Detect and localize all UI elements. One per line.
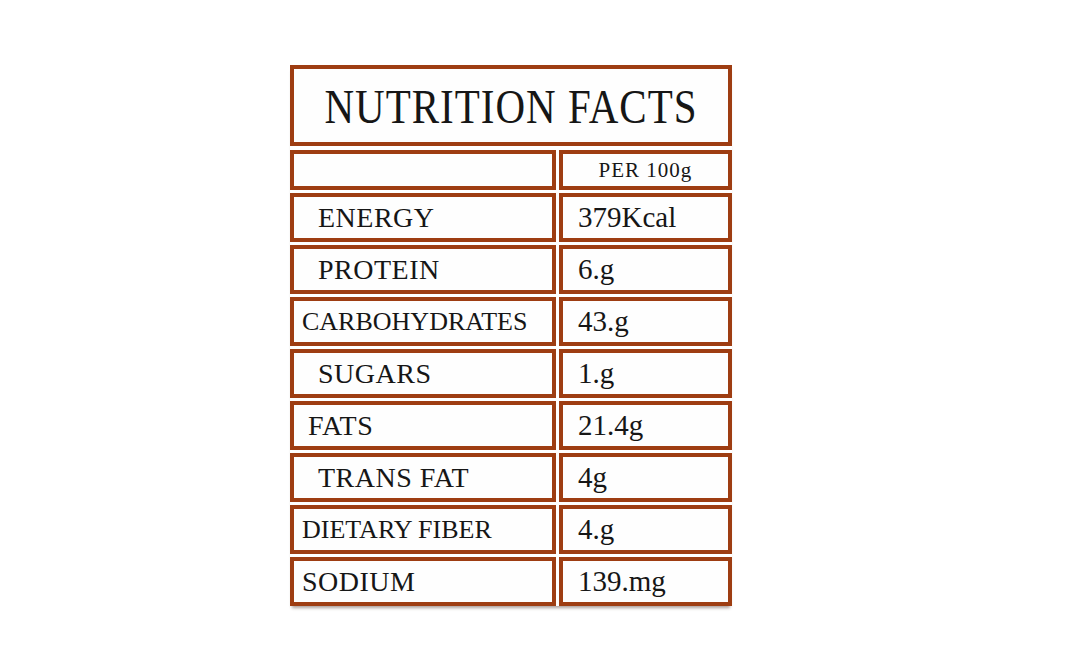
header-amount-cell: PER 100g	[559, 150, 732, 190]
table-row: SUGARS 1.g	[290, 349, 732, 398]
nutrition-facts-label: NUTRITION FACTS PER 100g ENERGY 379Kcal …	[290, 65, 732, 606]
table-row: SODIUM 139.mg	[290, 557, 732, 606]
row-label-sodium: SODIUM	[290, 557, 556, 606]
nutrition-table: PER 100g ENERGY 379Kcal PROTEIN 6.g CARB…	[290, 150, 732, 606]
table-row: DIETARY FIBER 4.g	[290, 505, 732, 554]
row-label-dietary-fiber: DIETARY FIBER	[290, 505, 556, 554]
row-value-energy: 379Kcal	[559, 193, 732, 242]
row-value-sodium: 139.mg	[559, 557, 732, 606]
row-value-trans-fat: 4g	[559, 453, 732, 502]
table-row: CARBOHYDRATES 43.g	[290, 297, 732, 346]
table-row: ENERGY 379Kcal	[290, 193, 732, 242]
row-label-protein: PROTEIN	[290, 245, 556, 294]
row-label-carbohydrates: CARBOHYDRATES	[290, 297, 556, 346]
nutrition-title-box: NUTRITION FACTS	[290, 65, 732, 146]
row-label-fats: FATS	[290, 401, 556, 450]
row-value-dietary-fiber: 4.g	[559, 505, 732, 554]
row-value-protein: 6.g	[559, 245, 732, 294]
row-label-trans-fat: TRANS FAT	[290, 453, 556, 502]
table-row: PROTEIN 6.g	[290, 245, 732, 294]
row-value-sugars: 1.g	[559, 349, 732, 398]
row-label-energy: ENERGY	[290, 193, 556, 242]
row-value-fats: 21.4g	[559, 401, 732, 450]
table-row: TRANS FAT 4g	[290, 453, 732, 502]
row-value-carbohydrates: 43.g	[559, 297, 732, 346]
row-label-sugars: SUGARS	[290, 349, 556, 398]
nutrition-title: NUTRITION FACTS	[325, 77, 698, 134]
header-empty-cell	[290, 150, 556, 190]
table-header-row: PER 100g	[290, 150, 732, 190]
table-row: FATS 21.4g	[290, 401, 732, 450]
